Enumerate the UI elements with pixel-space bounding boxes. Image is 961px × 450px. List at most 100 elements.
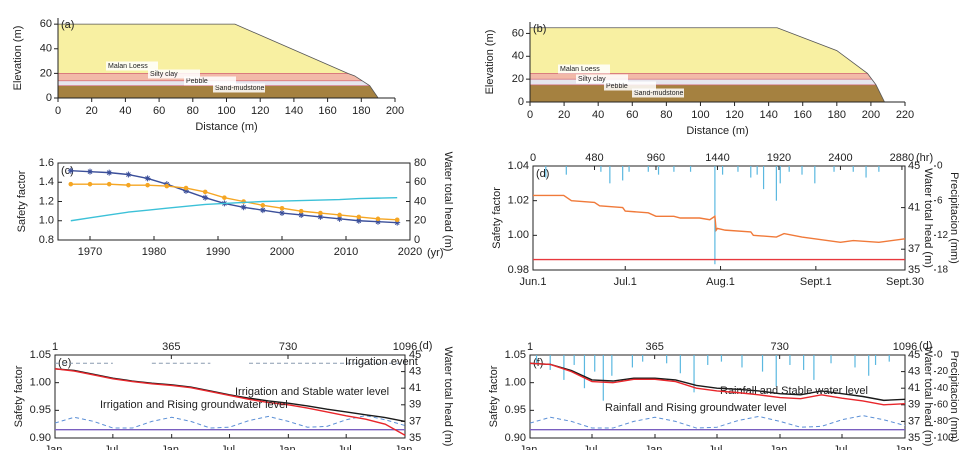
label-box xyxy=(558,64,610,74)
precip-bar xyxy=(583,355,586,389)
dot-marker xyxy=(356,214,362,220)
x-tick-label: Jan. xyxy=(645,444,666,450)
precip-bar xyxy=(600,166,602,172)
x2-tick-label: 365 xyxy=(162,341,180,353)
precip-bar xyxy=(762,166,765,190)
plot-frame xyxy=(529,354,906,439)
precip-bar xyxy=(693,355,695,393)
x-tick-label: 60 xyxy=(153,105,165,117)
x-tick-label: 140 xyxy=(285,105,303,117)
x-tick-label: Jan. xyxy=(770,444,791,450)
y2-tick-label: 0 xyxy=(414,234,420,246)
y3-tick-label: 18 xyxy=(937,265,949,276)
star-marker xyxy=(202,194,209,201)
precip-bar xyxy=(874,355,877,365)
x-tick-label: 200 xyxy=(862,109,880,121)
layer xyxy=(530,84,885,102)
star-marker xyxy=(394,219,401,226)
y2-tick-label: 39 xyxy=(409,399,421,411)
dot-marker xyxy=(279,205,285,211)
y-tick-label: 1.00 xyxy=(505,377,526,389)
x2-tick-label: 730 xyxy=(770,341,788,353)
y2-tick-label: 43 xyxy=(908,366,920,378)
y2-axis-title: Water total head (m) xyxy=(922,168,934,268)
y3-tick-label: 0 xyxy=(937,350,943,361)
dot-marker xyxy=(298,208,304,214)
y3-tick-label: 100 xyxy=(937,433,954,444)
x-tick-label: 20 xyxy=(86,105,98,117)
dot-marker xyxy=(68,181,74,187)
star-marker xyxy=(375,218,381,225)
star-marker xyxy=(240,204,247,211)
y3-tick-label: 40 xyxy=(937,383,949,394)
y-tick-label: 1.6 xyxy=(39,157,54,169)
star-marker xyxy=(125,171,132,178)
y2-tick-label: 45 xyxy=(908,349,920,361)
x-tick-label: 180 xyxy=(352,105,370,117)
y-tick-label: 1.2 xyxy=(39,195,54,207)
dot-marker xyxy=(202,189,208,195)
y2-tick-label: 37 xyxy=(409,415,421,427)
star-marker xyxy=(67,167,74,174)
y3-tick-label: 60 xyxy=(937,399,949,410)
precip-bar xyxy=(852,166,854,172)
y-tick-label: 60 xyxy=(40,18,52,30)
y-tick-label: 0.90 xyxy=(30,432,51,444)
y-tick-label: 20 xyxy=(40,67,52,79)
y-tick-label: 0.95 xyxy=(505,404,526,416)
series-line xyxy=(70,170,398,224)
x2-tick-label: 1096 xyxy=(393,341,417,353)
y3-axis-title: Precipitacion (mm) xyxy=(948,172,960,264)
y3-tick-label: 6 xyxy=(937,195,943,206)
x2-tick-label: 365 xyxy=(645,341,663,353)
panel-label: (f) xyxy=(533,357,543,369)
y2-axis-title: Water total head (m) xyxy=(922,347,934,447)
series-line xyxy=(529,362,906,406)
x-tick-label: Jul. xyxy=(708,444,725,450)
x-tick-label: Sept.30 xyxy=(886,276,924,288)
x-tick-label: Jan. xyxy=(161,444,182,450)
x-tick-label: 100 xyxy=(691,109,709,121)
layer-label: Sand-mudstone xyxy=(634,90,684,97)
precip-bar xyxy=(813,355,815,380)
x2-tick-label: 1096 xyxy=(893,341,917,353)
x2-tick-label: 960 xyxy=(647,152,665,164)
x-tick-label: 120 xyxy=(251,105,269,117)
star-marker xyxy=(106,169,113,176)
y-tick-label: 60 xyxy=(512,27,524,39)
x2-tick-label: 1440 xyxy=(705,152,729,164)
y2-tick-label: 37 xyxy=(908,243,920,255)
y-tick-label: 1.05 xyxy=(30,349,51,361)
y-axis-title: Safety factor xyxy=(491,187,503,249)
x-tick-label: Jul.1 xyxy=(614,276,637,288)
label-box xyxy=(148,69,200,79)
x2-tick-label: 480 xyxy=(585,152,603,164)
label-box xyxy=(106,61,158,71)
x-tick-label: 1990 xyxy=(206,246,230,258)
precip-bar xyxy=(631,355,633,368)
dot-marker xyxy=(222,195,227,200)
star-marker xyxy=(279,210,285,217)
precip-bar xyxy=(878,166,880,172)
y2-tick-label: 80 xyxy=(414,157,426,169)
label-box xyxy=(576,74,628,84)
y-tick-label: 1.4 xyxy=(39,176,54,188)
precip-bar xyxy=(707,355,709,365)
x-tick-label: 2010 xyxy=(334,246,358,258)
precip-bar xyxy=(657,166,660,175)
precip-bar xyxy=(545,166,547,178)
y-tick-label: 1.04 xyxy=(508,160,529,172)
star-marker xyxy=(183,187,189,194)
x2-unit: (d) xyxy=(919,340,932,352)
precip-bar xyxy=(721,166,724,175)
y-tick-label: 0.8 xyxy=(39,234,54,246)
y2-tick-label: 40 xyxy=(414,195,426,207)
y3-axis-title: Precipitacion (mm) xyxy=(948,351,960,443)
y3-tick-label: 12 xyxy=(937,230,949,241)
y2-tick-label: 41 xyxy=(908,202,920,214)
y-tick-label: 0.98 xyxy=(508,264,529,276)
x-tick-label: 200 xyxy=(386,105,404,117)
series-label: Irrigation and Rising groundwater level xyxy=(100,399,288,411)
y2-tick-label: 37 xyxy=(908,415,920,427)
x-tick-label: 220 xyxy=(896,109,914,121)
